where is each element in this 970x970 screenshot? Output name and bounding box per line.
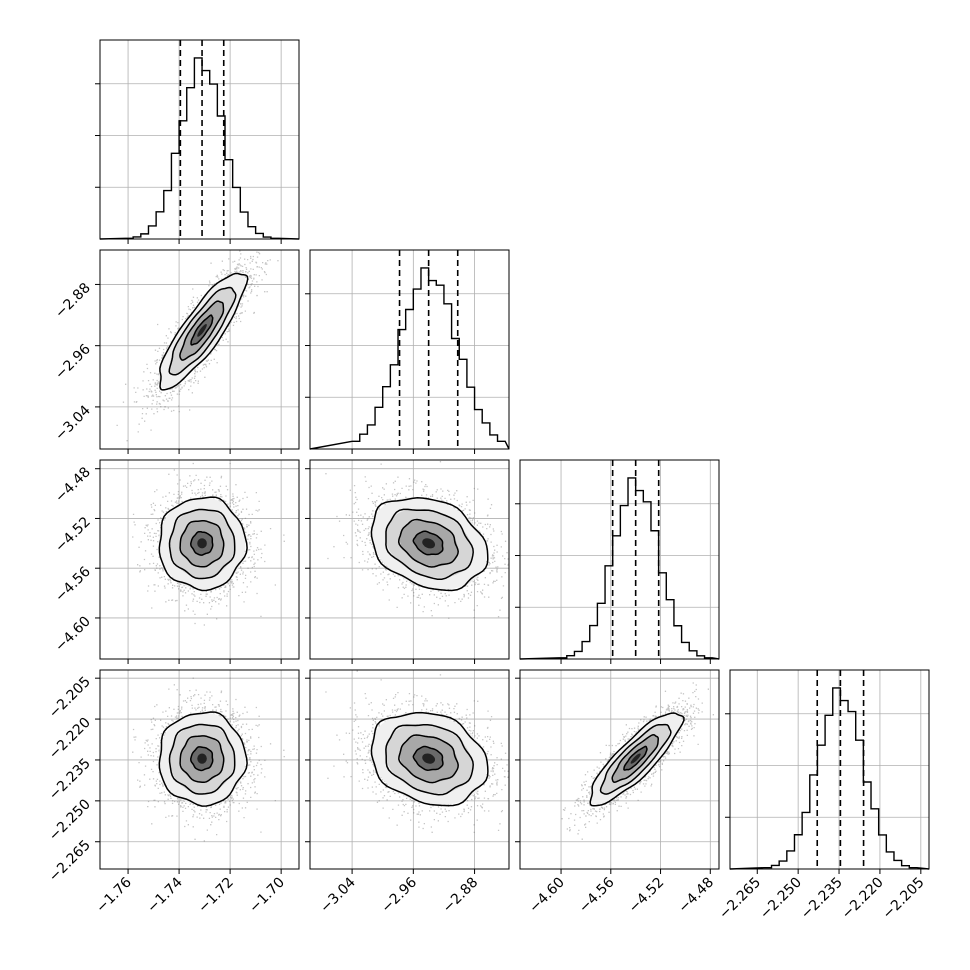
density-fill-4 <box>422 538 436 549</box>
panel-content <box>325 461 509 619</box>
density-fill-4 <box>197 323 207 337</box>
y-tick-label-1-1: −2.96 <box>52 341 94 383</box>
panel-frame <box>99 39 300 240</box>
2d-panel-2-1 <box>305 459 510 664</box>
panel-frame <box>519 669 720 870</box>
y-tick-label-3-4: −2.205 <box>46 674 94 722</box>
x-tick-label-3-1: −2.250 <box>757 875 805 923</box>
contour-line-3 <box>370 497 489 592</box>
histogram-step-line <box>519 477 720 660</box>
density-fill-4 <box>630 753 641 764</box>
x-tick-label-2-3: −4.48 <box>675 875 717 917</box>
x-tick-label-2-1: −4.56 <box>576 874 618 916</box>
y-tick-label-2-2: −4.52 <box>52 514 94 556</box>
2d-panel-1-0 <box>95 249 300 454</box>
histogram-panel-2 <box>515 459 720 664</box>
y-tick-label-3-0: −2.265 <box>46 837 94 885</box>
contour-line-0 <box>412 530 444 556</box>
histogram-step-line <box>99 57 300 240</box>
contour-line-3 <box>158 711 248 807</box>
contour-line-2 <box>168 286 237 376</box>
contour-line-3 <box>158 496 248 592</box>
x-tick-label-0-0: −1.76 <box>93 874 135 916</box>
contour-line-1 <box>397 518 459 568</box>
contour-line-2 <box>385 723 474 796</box>
contour-line-3 <box>370 711 489 807</box>
histogram-step-line <box>309 267 510 450</box>
2d-panel-2-0 <box>95 459 300 664</box>
contour-line-0 <box>412 745 444 771</box>
x-tick-label-3-4: −2.205 <box>880 875 928 923</box>
panel-frame <box>99 459 300 660</box>
density-fill-4 <box>422 753 436 764</box>
2d-panel-3-0 <box>95 669 300 874</box>
contour-line-1 <box>179 520 225 568</box>
contour-line-0 <box>190 746 214 772</box>
x-tick-label-3-3: −2.220 <box>839 875 887 923</box>
y-tick-label-3-1: −2.250 <box>46 796 94 844</box>
contour-line-3 <box>589 712 685 807</box>
panel-frame <box>309 249 510 450</box>
panel-content <box>132 677 285 842</box>
x-tick-label-1-0: −3.04 <box>317 874 359 916</box>
panel-frame <box>309 459 510 660</box>
contour-line-1 <box>398 734 459 784</box>
panel-frame <box>309 669 510 870</box>
x-tick-label-1-1: −2.96 <box>379 874 421 916</box>
panel-content <box>325 670 509 834</box>
x-tick-label-3-0: −2.265 <box>716 875 764 923</box>
contour-line-1 <box>179 300 225 361</box>
contour-line-3 <box>159 272 249 391</box>
contour-line-2 <box>385 508 474 580</box>
y-tick-label-1-0: −3.04 <box>52 402 94 444</box>
y-tick-label-3-3: −2.220 <box>46 715 94 763</box>
x-tick-label-1-2: −2.88 <box>440 875 482 917</box>
x-tick-label-0-1: −1.74 <box>144 874 186 916</box>
panels-layer <box>95 39 930 874</box>
y-tick-label-2-0: −4.60 <box>52 613 94 655</box>
contour-line-2 <box>168 508 236 580</box>
panel-frame <box>99 249 300 450</box>
panel-frame <box>519 459 720 660</box>
contour-line-0 <box>623 745 648 771</box>
histogram-step-line <box>729 687 930 870</box>
2d-panel-3-1 <box>305 669 510 874</box>
contour-line-1 <box>179 735 225 784</box>
x-tick-label-0-3: −1.70 <box>246 875 288 917</box>
panel-content <box>116 250 279 442</box>
y-tick-label-3-2: −2.235 <box>46 755 94 803</box>
panel-content <box>561 682 714 840</box>
density-fill-4 <box>197 753 207 764</box>
scatter-points <box>325 670 509 834</box>
panel-frame <box>729 669 930 870</box>
panel-content <box>132 462 285 626</box>
contour-line-1 <box>611 734 659 783</box>
density-fill-4 <box>197 538 207 549</box>
2d-panel-3-2 <box>515 669 720 874</box>
x-tick-label-0-2: −1.72 <box>195 875 237 917</box>
y-tick-label-1-2: −2.88 <box>52 280 94 322</box>
x-tick-label-2-2: −4.52 <box>626 875 668 917</box>
contour-line-2 <box>168 723 236 795</box>
scatter-points <box>561 682 714 840</box>
x-tick-label-2-0: −4.60 <box>526 875 568 917</box>
panel-frame <box>99 669 300 870</box>
contour-line-0 <box>190 530 214 556</box>
x-tick-label-3-2: −2.235 <box>798 875 846 923</box>
contour-line-0 <box>190 314 214 346</box>
y-tick-label-2-3: −4.48 <box>52 464 94 506</box>
histogram-panel-1 <box>305 249 510 454</box>
y-tick-label-2-1: −4.56 <box>52 564 94 606</box>
contour-line-2 <box>599 723 672 795</box>
histogram-panel-0 <box>95 39 300 244</box>
histogram-panel-3 <box>725 669 930 874</box>
